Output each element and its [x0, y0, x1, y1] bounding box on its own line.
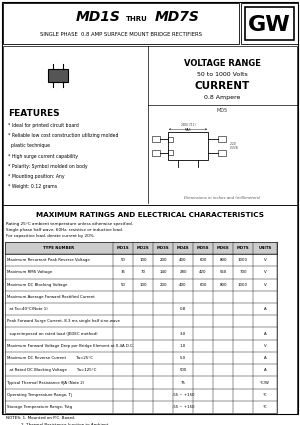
Text: CURRENT: CURRENT [194, 81, 250, 91]
Text: For capacitive load, derate current by 20%.: For capacitive load, derate current by 2… [6, 234, 95, 238]
Text: A: A [264, 356, 266, 360]
Text: MD7S: MD7S [155, 10, 200, 24]
Text: 1000: 1000 [238, 283, 248, 286]
Text: Maximum Recurrent Peak Reverse Voltage: Maximum Recurrent Peak Reverse Voltage [7, 258, 90, 262]
Text: 600: 600 [199, 258, 207, 262]
Text: 560: 560 [219, 270, 226, 275]
Text: -55 ~ +150: -55 ~ +150 [172, 393, 194, 397]
Text: 3.0: 3.0 [180, 332, 186, 336]
Bar [245, 7, 294, 40]
Text: 0.8 Ampere: 0.8 Ampere [204, 95, 240, 100]
Text: 800: 800 [219, 258, 227, 262]
Text: 800: 800 [219, 283, 227, 286]
Text: Maximum Average Forward Rectified Current: Maximum Average Forward Rectified Curren… [7, 295, 94, 299]
Text: 50 to 1000 Volts: 50 to 1000 Volts [196, 72, 247, 77]
Text: * Weight: 0.12 grams: * Weight: 0.12 grams [8, 184, 57, 190]
Bar [3, 3, 239, 44]
Text: 200: 200 [159, 283, 167, 286]
Text: 400: 400 [179, 258, 187, 262]
Text: 100: 100 [139, 283, 147, 286]
Text: 70: 70 [140, 270, 146, 275]
Text: 50: 50 [121, 258, 125, 262]
Text: °C: °C [262, 393, 267, 397]
Text: 700: 700 [239, 270, 247, 275]
Text: 50: 50 [121, 283, 125, 286]
Text: NOTES: 1. Mounted on P.C. Board.: NOTES: 1. Mounted on P.C. Board. [6, 416, 75, 420]
Text: SINGLE PHASE  0.8 AMP SURFACE MOUNT BRIDGE RECTIFIERS: SINGLE PHASE 0.8 AMP SURFACE MOUNT BRIDG… [40, 32, 202, 37]
Text: * Mounting position: Any: * Mounting position: Any [8, 174, 64, 179]
Bar [218, 136, 226, 142]
Text: 420: 420 [199, 270, 207, 275]
Text: MD4S: MD4S [177, 246, 189, 250]
Text: MAXIMUM RATINGS AND ELECTRICAL CHARACTERISTICS: MAXIMUM RATINGS AND ELECTRICAL CHARACTER… [36, 212, 264, 218]
Text: 600: 600 [199, 283, 207, 286]
Text: 100: 100 [139, 258, 147, 262]
Text: 500: 500 [179, 368, 187, 372]
Text: plastic technique: plastic technique [8, 143, 50, 148]
Text: Maximum DC Blocking Voltage: Maximum DC Blocking Voltage [7, 283, 68, 286]
Text: V: V [264, 258, 266, 262]
Text: .280(.711)
MAX: .280(.711) MAX [180, 123, 196, 132]
Text: Typical Thermal Resistance θJA (Note 2): Typical Thermal Resistance θJA (Note 2) [7, 380, 84, 385]
Text: THRU: THRU [126, 16, 148, 22]
Text: Storage Temperature Range, Tstg: Storage Temperature Range, Tstg [7, 405, 72, 409]
Bar [48, 68, 68, 82]
Text: 2. Thermal Resistance Junction to Ambient.: 2. Thermal Resistance Junction to Ambien… [6, 423, 109, 425]
Text: GW: GW [248, 15, 290, 35]
Bar [168, 132, 208, 159]
Bar [241, 3, 298, 44]
Text: MD6S: MD6S [217, 246, 229, 250]
Text: 1.0: 1.0 [180, 344, 186, 348]
Text: * Ideal for printed circuit board: * Ideal for printed circuit board [8, 123, 79, 128]
Text: MD1S: MD1S [76, 10, 121, 24]
Text: V: V [264, 344, 266, 348]
Text: 0.8: 0.8 [180, 307, 186, 311]
Text: °C/W: °C/W [260, 380, 270, 385]
Text: 280: 280 [179, 270, 187, 275]
Text: Rating 25°C ambient temperature unless otherwise specified.: Rating 25°C ambient temperature unless o… [6, 222, 133, 226]
Text: Peak Forward Surge Current, 8.3 ms single half sine-wave: Peak Forward Surge Current, 8.3 ms singl… [7, 319, 120, 323]
Text: UNITS: UNITS [258, 246, 272, 250]
Text: * High surge current capability: * High surge current capability [8, 154, 78, 159]
Text: A: A [264, 307, 266, 311]
Text: MD3S: MD3S [157, 246, 169, 250]
Text: °C: °C [262, 405, 267, 409]
Text: 75: 75 [181, 380, 185, 385]
Text: FEATURES: FEATURES [8, 109, 60, 118]
Text: Maximum Forward Voltage Drop per Bridge Element at 0.4A D.C.: Maximum Forward Voltage Drop per Bridge … [7, 344, 134, 348]
Text: .220
(.559): .220 (.559) [230, 142, 239, 150]
Text: V: V [264, 283, 266, 286]
Bar [168, 137, 173, 142]
Bar [3, 46, 297, 204]
Text: Single phase half wave, 60Hz, resistive or inductive load.: Single phase half wave, 60Hz, resistive … [6, 228, 123, 232]
Text: Maximum DC Reverse Current        Ta=25°C: Maximum DC Reverse Current Ta=25°C [7, 356, 93, 360]
Text: MD7S: MD7S [237, 246, 249, 250]
Text: at Rated DC Blocking Voltage        Ta=125°C: at Rated DC Blocking Voltage Ta=125°C [7, 368, 96, 372]
Text: A: A [264, 332, 266, 336]
Text: 200: 200 [159, 258, 167, 262]
Text: 5.0: 5.0 [180, 356, 186, 360]
Text: A: A [264, 368, 266, 372]
Text: 1000: 1000 [238, 258, 248, 262]
Bar [5, 242, 277, 413]
Text: MD2S: MD2S [137, 246, 149, 250]
Text: MD5: MD5 [216, 108, 228, 113]
Bar [5, 242, 277, 254]
Text: 140: 140 [159, 270, 167, 275]
Text: * Polarity: Symbol molded on body: * Polarity: Symbol molded on body [8, 164, 88, 169]
Bar [152, 136, 160, 142]
Text: -55 ~ +150: -55 ~ +150 [172, 405, 194, 409]
Bar [168, 150, 173, 155]
Text: 400: 400 [179, 283, 187, 286]
Text: MD5S: MD5S [197, 246, 209, 250]
Text: * Reliable low cost construction utilizing molded: * Reliable low cost construction utilizi… [8, 133, 118, 138]
Text: Operating Temperature Range, Tj: Operating Temperature Range, Tj [7, 393, 72, 397]
Text: Dimensions in inches and (millimeters): Dimensions in inches and (millimeters) [184, 196, 260, 200]
Text: 35: 35 [121, 270, 125, 275]
Text: TYPE NUMBER: TYPE NUMBER [44, 246, 75, 250]
Text: Maximum RMS Voltage: Maximum RMS Voltage [7, 270, 52, 275]
Text: VOLTAGE RANGE: VOLTAGE RANGE [184, 59, 260, 68]
Bar [218, 150, 226, 156]
Text: V: V [264, 270, 266, 275]
Bar [3, 204, 297, 414]
